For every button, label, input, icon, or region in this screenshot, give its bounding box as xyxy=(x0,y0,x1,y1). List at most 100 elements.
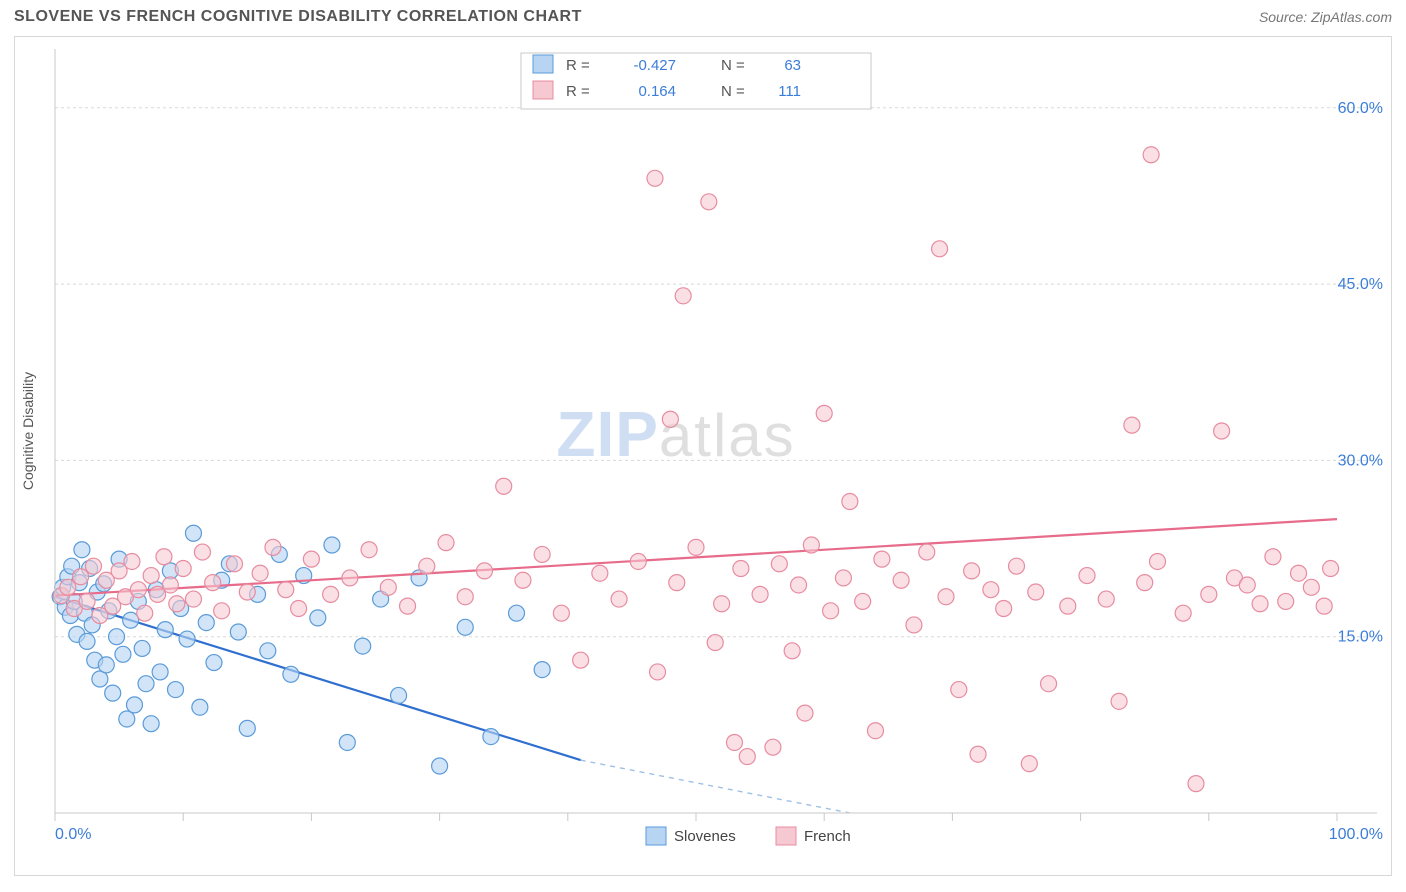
data-point xyxy=(342,570,358,586)
data-point xyxy=(419,558,435,574)
data-point xyxy=(797,705,813,721)
data-point xyxy=(185,525,201,541)
data-point xyxy=(855,593,871,609)
data-point xyxy=(483,729,499,745)
trend-line-extrapolated xyxy=(581,760,850,813)
data-point xyxy=(803,537,819,553)
legend-r-label: R = xyxy=(566,83,590,100)
data-point xyxy=(1041,676,1057,692)
data-point xyxy=(323,586,339,602)
y-axis-label: Cognitive Disability xyxy=(20,372,36,490)
data-point xyxy=(156,549,172,565)
data-point xyxy=(867,723,883,739)
data-point xyxy=(198,615,214,631)
data-point xyxy=(380,579,396,595)
data-point xyxy=(1009,558,1025,574)
data-point xyxy=(79,633,95,649)
data-point xyxy=(784,643,800,659)
data-point xyxy=(906,617,922,633)
data-point xyxy=(791,577,807,593)
chart-container: 15.0%30.0%45.0%60.0%ZIPatlas0.0%100.0%Co… xyxy=(14,36,1392,876)
data-point xyxy=(1278,593,1294,609)
data-point xyxy=(1137,575,1153,591)
data-point xyxy=(115,646,131,662)
data-point xyxy=(669,575,685,591)
data-point xyxy=(1150,553,1166,569)
data-point xyxy=(109,629,125,645)
data-point xyxy=(509,605,525,621)
legend-n-value: 63 xyxy=(784,57,801,74)
data-point xyxy=(143,568,159,584)
data-point xyxy=(438,535,454,551)
legend-label: French xyxy=(804,828,851,845)
data-point xyxy=(1021,756,1037,772)
chart-source: Source: ZipAtlas.com xyxy=(1259,9,1392,25)
legend-r-value: 0.164 xyxy=(638,83,676,100)
data-point xyxy=(1316,598,1332,614)
legend-n-label: N = xyxy=(721,83,745,100)
chart-title: SLOVENE VS FRENCH COGNITIVE DISABILITY C… xyxy=(14,8,582,26)
data-point xyxy=(647,170,663,186)
data-point xyxy=(816,405,832,421)
data-point xyxy=(951,682,967,698)
data-point xyxy=(278,582,294,598)
data-point xyxy=(169,596,185,612)
data-point xyxy=(206,655,222,671)
data-point xyxy=(400,598,416,614)
data-point xyxy=(765,739,781,755)
data-point xyxy=(874,551,890,567)
data-point xyxy=(324,537,340,553)
correlation-scatter-chart: 15.0%30.0%45.0%60.0%ZIPatlas0.0%100.0%Co… xyxy=(15,37,1393,875)
data-point xyxy=(105,685,121,701)
data-point xyxy=(1028,584,1044,600)
data-point xyxy=(752,586,768,602)
data-point xyxy=(1214,423,1230,439)
data-point xyxy=(707,635,723,651)
data-point xyxy=(239,720,255,736)
x-tick-label: 100.0% xyxy=(1329,826,1383,843)
legend-swatch xyxy=(776,827,796,845)
data-point xyxy=(119,711,135,727)
data-point xyxy=(226,556,242,572)
data-point xyxy=(162,577,178,593)
data-point xyxy=(573,652,589,668)
data-point xyxy=(1265,549,1281,565)
data-point xyxy=(534,662,550,678)
data-point xyxy=(1188,776,1204,792)
data-point xyxy=(79,593,95,609)
data-point xyxy=(230,624,246,640)
data-point xyxy=(1060,598,1076,614)
data-point xyxy=(611,591,627,607)
data-point xyxy=(126,697,142,713)
data-point xyxy=(662,411,678,427)
data-point xyxy=(701,194,717,210)
data-point xyxy=(1252,596,1268,612)
data-point xyxy=(938,589,954,605)
y-tick-label: 60.0% xyxy=(1338,100,1383,117)
legend-n-label: N = xyxy=(721,57,745,74)
legend-label: Slovenes xyxy=(674,828,736,845)
data-point xyxy=(74,542,90,558)
data-point xyxy=(143,716,159,732)
data-point xyxy=(205,575,221,591)
legend-swatch xyxy=(533,55,553,73)
data-point xyxy=(1143,147,1159,163)
data-point xyxy=(1175,605,1191,621)
y-tick-label: 45.0% xyxy=(1338,276,1383,293)
data-point xyxy=(842,494,858,510)
data-point xyxy=(592,565,608,581)
data-point xyxy=(291,600,307,616)
data-point xyxy=(675,288,691,304)
data-point xyxy=(476,563,492,579)
data-point xyxy=(303,551,319,567)
data-point xyxy=(391,687,407,703)
data-point xyxy=(339,734,355,750)
x-tick-label: 0.0% xyxy=(55,826,91,843)
data-point xyxy=(650,664,666,680)
data-point xyxy=(1098,591,1114,607)
data-point xyxy=(134,640,150,656)
watermark: ZIPatlas xyxy=(556,398,795,470)
legend-r-label: R = xyxy=(566,57,590,74)
data-point xyxy=(137,605,153,621)
data-point xyxy=(168,682,184,698)
